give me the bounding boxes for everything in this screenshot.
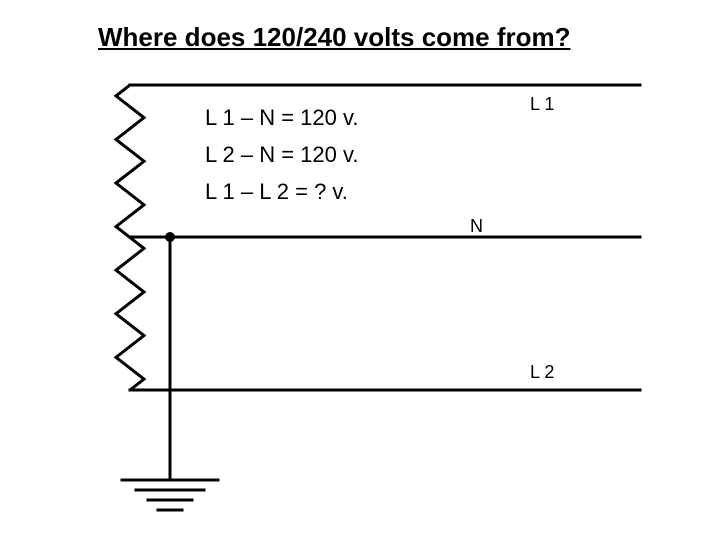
transformer-schematic <box>0 0 720 540</box>
diagram-stage: Where does 120/240 volts come from? L 1 … <box>0 0 720 540</box>
